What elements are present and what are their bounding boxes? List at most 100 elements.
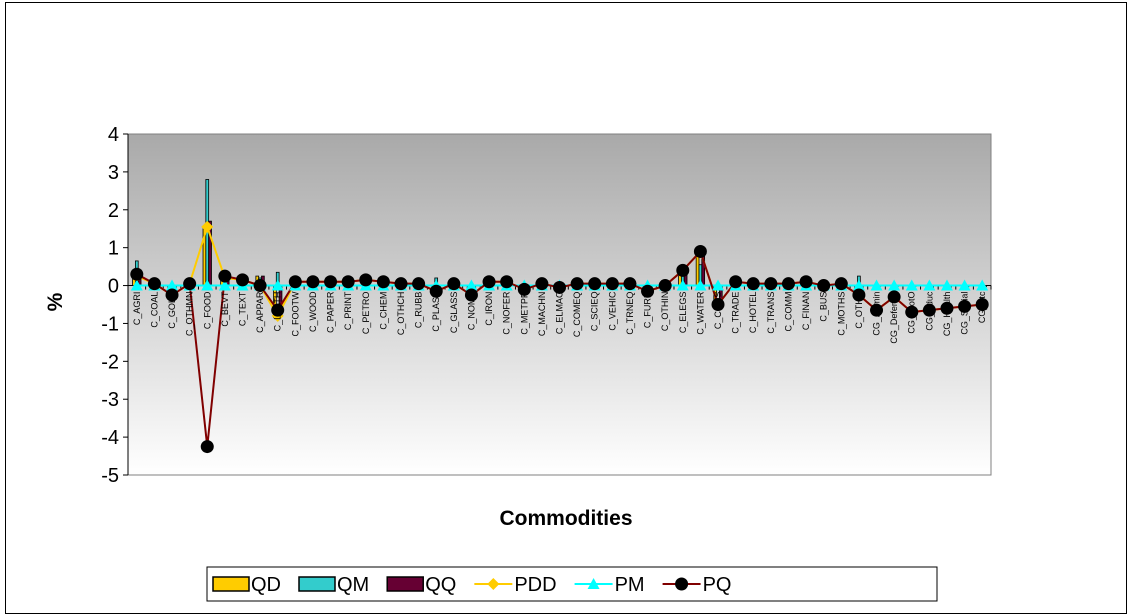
- legend-label-pm: PM: [615, 574, 645, 596]
- x-tick-label: C_OTHMN: [185, 292, 195, 337]
- marker-pq: [623, 277, 637, 291]
- marker-pq: [834, 277, 848, 291]
- x-tick-label: C_ELMAC: [555, 291, 565, 334]
- marker-pm: [958, 279, 971, 291]
- marker-pq: [253, 279, 267, 293]
- x-tick-label: CG_Etc: [977, 291, 987, 323]
- legend: QD QM QQ PDD PM PQ: [206, 566, 938, 602]
- marker-pq: [288, 275, 302, 289]
- marker-pq: [517, 282, 531, 296]
- x-tick-label: C_NOFER: [502, 291, 512, 335]
- marker-pq: [165, 288, 179, 302]
- marker-pm: [852, 279, 865, 291]
- marker-pq: [676, 263, 690, 277]
- y-axis-title: %: [44, 292, 67, 311]
- marker-pm: [676, 279, 689, 291]
- x-tick-label: C_PLAST: [431, 291, 441, 332]
- marker-pm: [888, 279, 901, 291]
- x-tick-label: C_CONS: [713, 292, 723, 330]
- chart-frame: [5, 2, 1127, 614]
- x-tick-label: C_OTHIN: [660, 292, 670, 332]
- x-tick-label: C_COAL: [149, 292, 159, 328]
- legend-label-qq: QQ: [425, 574, 456, 596]
- marker-pq: [711, 298, 725, 311]
- x-tick-label: C_VEHIC: [607, 291, 617, 331]
- marker-pq: [799, 275, 813, 289]
- marker-pq: [693, 244, 707, 258]
- marker-pq: [570, 277, 584, 291]
- marker-pm: [905, 279, 918, 291]
- x-tick-label: C_PAPER: [326, 291, 336, 333]
- y-tick-label: 2: [108, 200, 119, 222]
- marker-pq: [958, 299, 972, 313]
- legend-marker-pdd: [487, 578, 500, 590]
- x-tick-label: C_HOTEL: [748, 292, 758, 334]
- x-tick-label: C_IRON: [484, 292, 494, 326]
- marker-pq: [817, 279, 831, 293]
- x-tick-label: C_AGRI: [132, 292, 142, 326]
- marker-pq: [394, 277, 408, 291]
- x-tick-label: C_FOOTW: [290, 291, 300, 337]
- x-tick-label: C_TRADE: [731, 292, 741, 334]
- marker-pm: [218, 279, 231, 291]
- x-tick-label: C_SCIEQ: [590, 292, 600, 332]
- marker-pm: [130, 279, 143, 291]
- marker-pm: [976, 279, 989, 291]
- marker-pq: [482, 275, 496, 289]
- marker-pq: [975, 298, 989, 311]
- marker-pq: [412, 277, 426, 291]
- legend-label-qd: QD: [251, 574, 281, 596]
- marker-pq: [605, 277, 619, 291]
- legend-marker-pq: [675, 577, 689, 591]
- marker-pq: [641, 284, 655, 298]
- x-tick-label: C_OTHCH: [396, 292, 406, 336]
- y-tick-label: -3: [101, 389, 119, 411]
- legend-swatch-qq: [386, 576, 424, 592]
- x-tick-label: C_WOOD: [308, 291, 318, 332]
- x-axis-title: Commodities: [499, 507, 632, 530]
- x-tick-label: C_METPR: [519, 291, 529, 335]
- marker-pq: [729, 275, 743, 289]
- marker-pm: [923, 279, 936, 291]
- marker-pq: [429, 284, 443, 298]
- x-tick-label: C_FOOD: [202, 291, 212, 329]
- marker-pq: [588, 277, 602, 291]
- marker-pq: [464, 288, 478, 302]
- marker-pq: [940, 301, 954, 315]
- x-tick-label: C_PRINT: [343, 291, 353, 330]
- y-tick-label: 1: [108, 238, 119, 260]
- x-tick-label: C_NOME: [466, 292, 476, 331]
- legend-label-pq: PQ: [703, 574, 732, 596]
- x-tick-label: C_TEXT: [237, 291, 247, 326]
- marker-pq: [781, 277, 795, 291]
- marker-pq: [746, 277, 760, 291]
- marker-pq: [200, 440, 214, 454]
- legend-label-pdd: PDD: [514, 574, 556, 596]
- marker-pq: [553, 280, 566, 294]
- marker-pm: [870, 279, 883, 291]
- y-tick-label: 4: [108, 124, 119, 146]
- y-tick-label: -1: [101, 313, 119, 335]
- marker-pq: [306, 275, 320, 289]
- marker-pm: [166, 279, 179, 291]
- x-tick-label: C_RUBB: [414, 292, 424, 329]
- marker-pm: [712, 279, 725, 291]
- x-tick-label: C_FINAN: [801, 292, 811, 331]
- marker-pq: [324, 275, 338, 289]
- x-tick-label: C_BEVT: [220, 291, 230, 327]
- x-tick-label: C_APPAR: [255, 291, 265, 333]
- marker-pm: [465, 279, 478, 291]
- x-tick-label: C_COMEQ: [572, 292, 582, 338]
- x-tick-label: C_TRNEQ: [625, 292, 635, 335]
- marker-pm: [271, 279, 284, 291]
- y-tick-label: -4: [101, 427, 119, 449]
- x-tick-label: C_COMM: [783, 292, 793, 332]
- marker-pq: [500, 275, 514, 289]
- x-tick-label: CG_ProtO: [907, 292, 917, 334]
- marker-pq: [905, 305, 919, 319]
- marker-pq: [359, 273, 373, 287]
- x-tick-label: CG_Educ: [924, 291, 934, 331]
- x-tick-label: C_TRANS: [766, 292, 776, 334]
- x-tick-label: CG_Social: [960, 292, 970, 335]
- y-tick-label: -2: [101, 351, 119, 373]
